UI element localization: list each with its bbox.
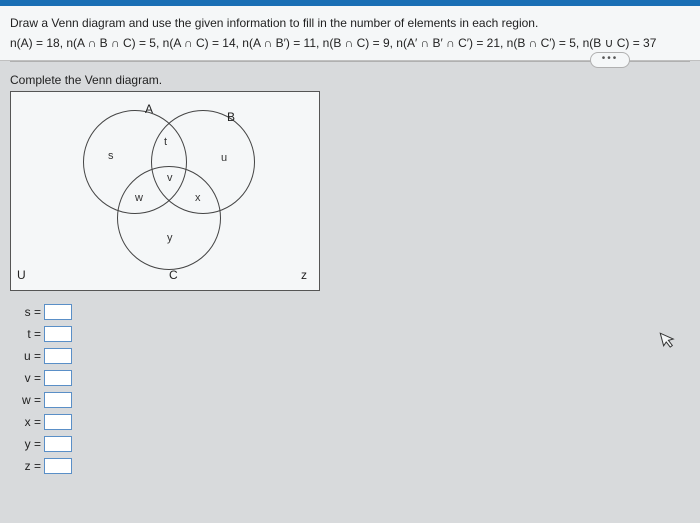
answer-row: t = (18, 323, 690, 345)
region-u: u (221, 152, 227, 164)
answer-row: x = (18, 411, 690, 433)
answer-input-x[interactable] (44, 414, 72, 430)
label-b: B (227, 110, 235, 124)
answer-label: v = (18, 371, 44, 385)
collapse-button[interactable]: ••• (590, 52, 630, 68)
venn-diagram: A B C U z s t u v w x y (10, 91, 320, 291)
answer-label: x = (18, 415, 44, 429)
answer-row: s = (18, 301, 690, 323)
answer-input-v[interactable] (44, 370, 72, 386)
answer-label: w = (18, 393, 44, 407)
answer-input-w[interactable] (44, 392, 72, 408)
work-title: Complete the Venn diagram. (10, 73, 690, 87)
region-y: y (167, 232, 173, 244)
answer-row: u = (18, 345, 690, 367)
work-area: Complete the Venn diagram. A B C U z s t… (0, 61, 700, 477)
given-equation: n(A) = 18, n(A ∩ B ∩ C) = 5, n(A ∩ C) = … (10, 36, 690, 60)
label-a: A (145, 102, 153, 116)
region-s: s (108, 150, 114, 162)
answer-input-u[interactable] (44, 348, 72, 364)
answer-row: y = (18, 433, 690, 455)
answer-input-z[interactable] (44, 458, 72, 474)
answer-row: v = (18, 367, 690, 389)
answer-label: t = (18, 327, 44, 341)
answer-input-t[interactable] (44, 326, 72, 342)
region-t: t (164, 136, 167, 148)
answer-label: z = (18, 459, 44, 473)
divider-line (10, 61, 690, 62)
answers-list: s = t = u = v = w = x = y = z = (18, 301, 690, 477)
label-u-universe: U (17, 268, 26, 282)
answer-row: w = (18, 389, 690, 411)
answer-input-y[interactable] (44, 436, 72, 452)
region-v: v (167, 172, 173, 184)
region-w: w (135, 192, 143, 204)
question-prompt: Draw a Venn diagram and use the given in… (10, 14, 690, 32)
answer-label: s = (18, 305, 44, 319)
label-c: C (169, 268, 178, 282)
region-x: x (195, 192, 201, 204)
answer-input-s[interactable] (44, 304, 72, 320)
answer-label: u = (18, 349, 44, 363)
label-z-outside: z (301, 268, 307, 282)
answer-label: y = (18, 437, 44, 451)
answer-row: z = (18, 455, 690, 477)
